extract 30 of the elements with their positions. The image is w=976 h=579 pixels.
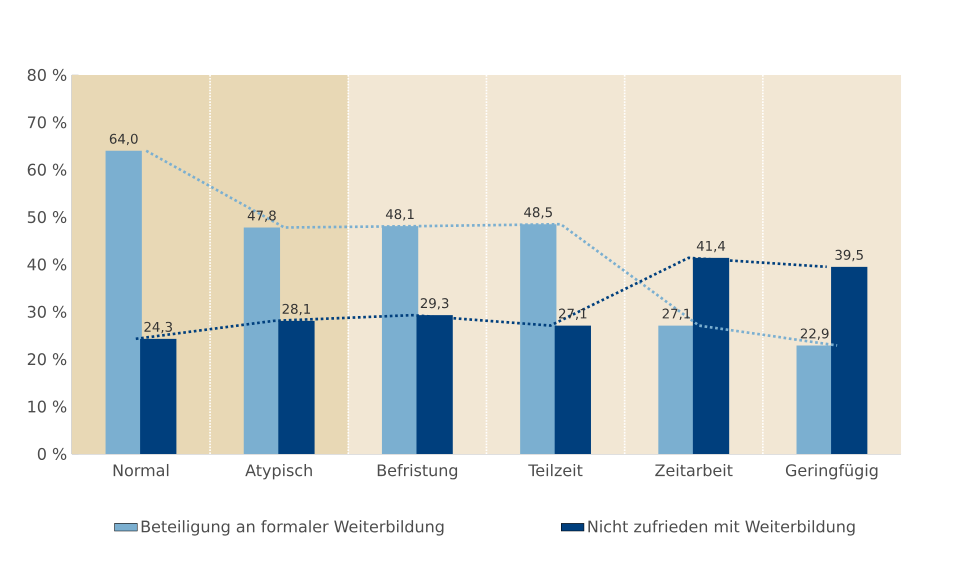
- legend-label: Beteiligung an formaler Weiterbildung: [142, 520, 444, 536]
- bar: [658, 326, 695, 454]
- data-label: 64,0: [110, 134, 138, 146]
- x-tick-label: Teilzeit: [528, 464, 582, 476]
- x-tick-label: Zeitarbeit: [655, 464, 733, 476]
- bar: [106, 150, 142, 454]
- x-tick-label: Atypisch: [245, 464, 312, 480]
- y-tick-label: 70 %: [28, 116, 66, 128]
- y-tick-label: 40 %: [27, 258, 66, 271]
- bar: [831, 266, 868, 454]
- data-label: 41,4: [696, 241, 726, 252]
- x-tick-label: Geringfügig: [786, 464, 878, 480]
- data-label: 29,3: [420, 298, 448, 310]
- x-tick-label: Normal: [114, 464, 168, 476]
- y-tick-label: 80 %: [28, 69, 66, 82]
- data-label: 39,5: [835, 250, 863, 262]
- y-tick-label: 60 %: [28, 164, 66, 176]
- data-label: 28,1: [282, 304, 310, 316]
- y-tick-label: 10 %: [28, 400, 66, 413]
- x-tick-label: Befristung: [378, 464, 458, 480]
- data-label: 24,3: [144, 322, 172, 334]
- bar: [244, 228, 280, 454]
- y-tick-label: 50 %: [28, 211, 66, 224]
- y-tick-label: 20 %: [28, 353, 66, 366]
- legend-label: Nicht zufrieden mit Weiterbildung: [588, 520, 855, 536]
- y-tick-label: 0 %: [38, 448, 66, 460]
- data-label: 48,5: [524, 207, 552, 219]
- data-label: 48,1: [386, 209, 414, 221]
- y-tick-label: 30 %: [28, 306, 66, 318]
- data-label: 22,9: [800, 328, 829, 340]
